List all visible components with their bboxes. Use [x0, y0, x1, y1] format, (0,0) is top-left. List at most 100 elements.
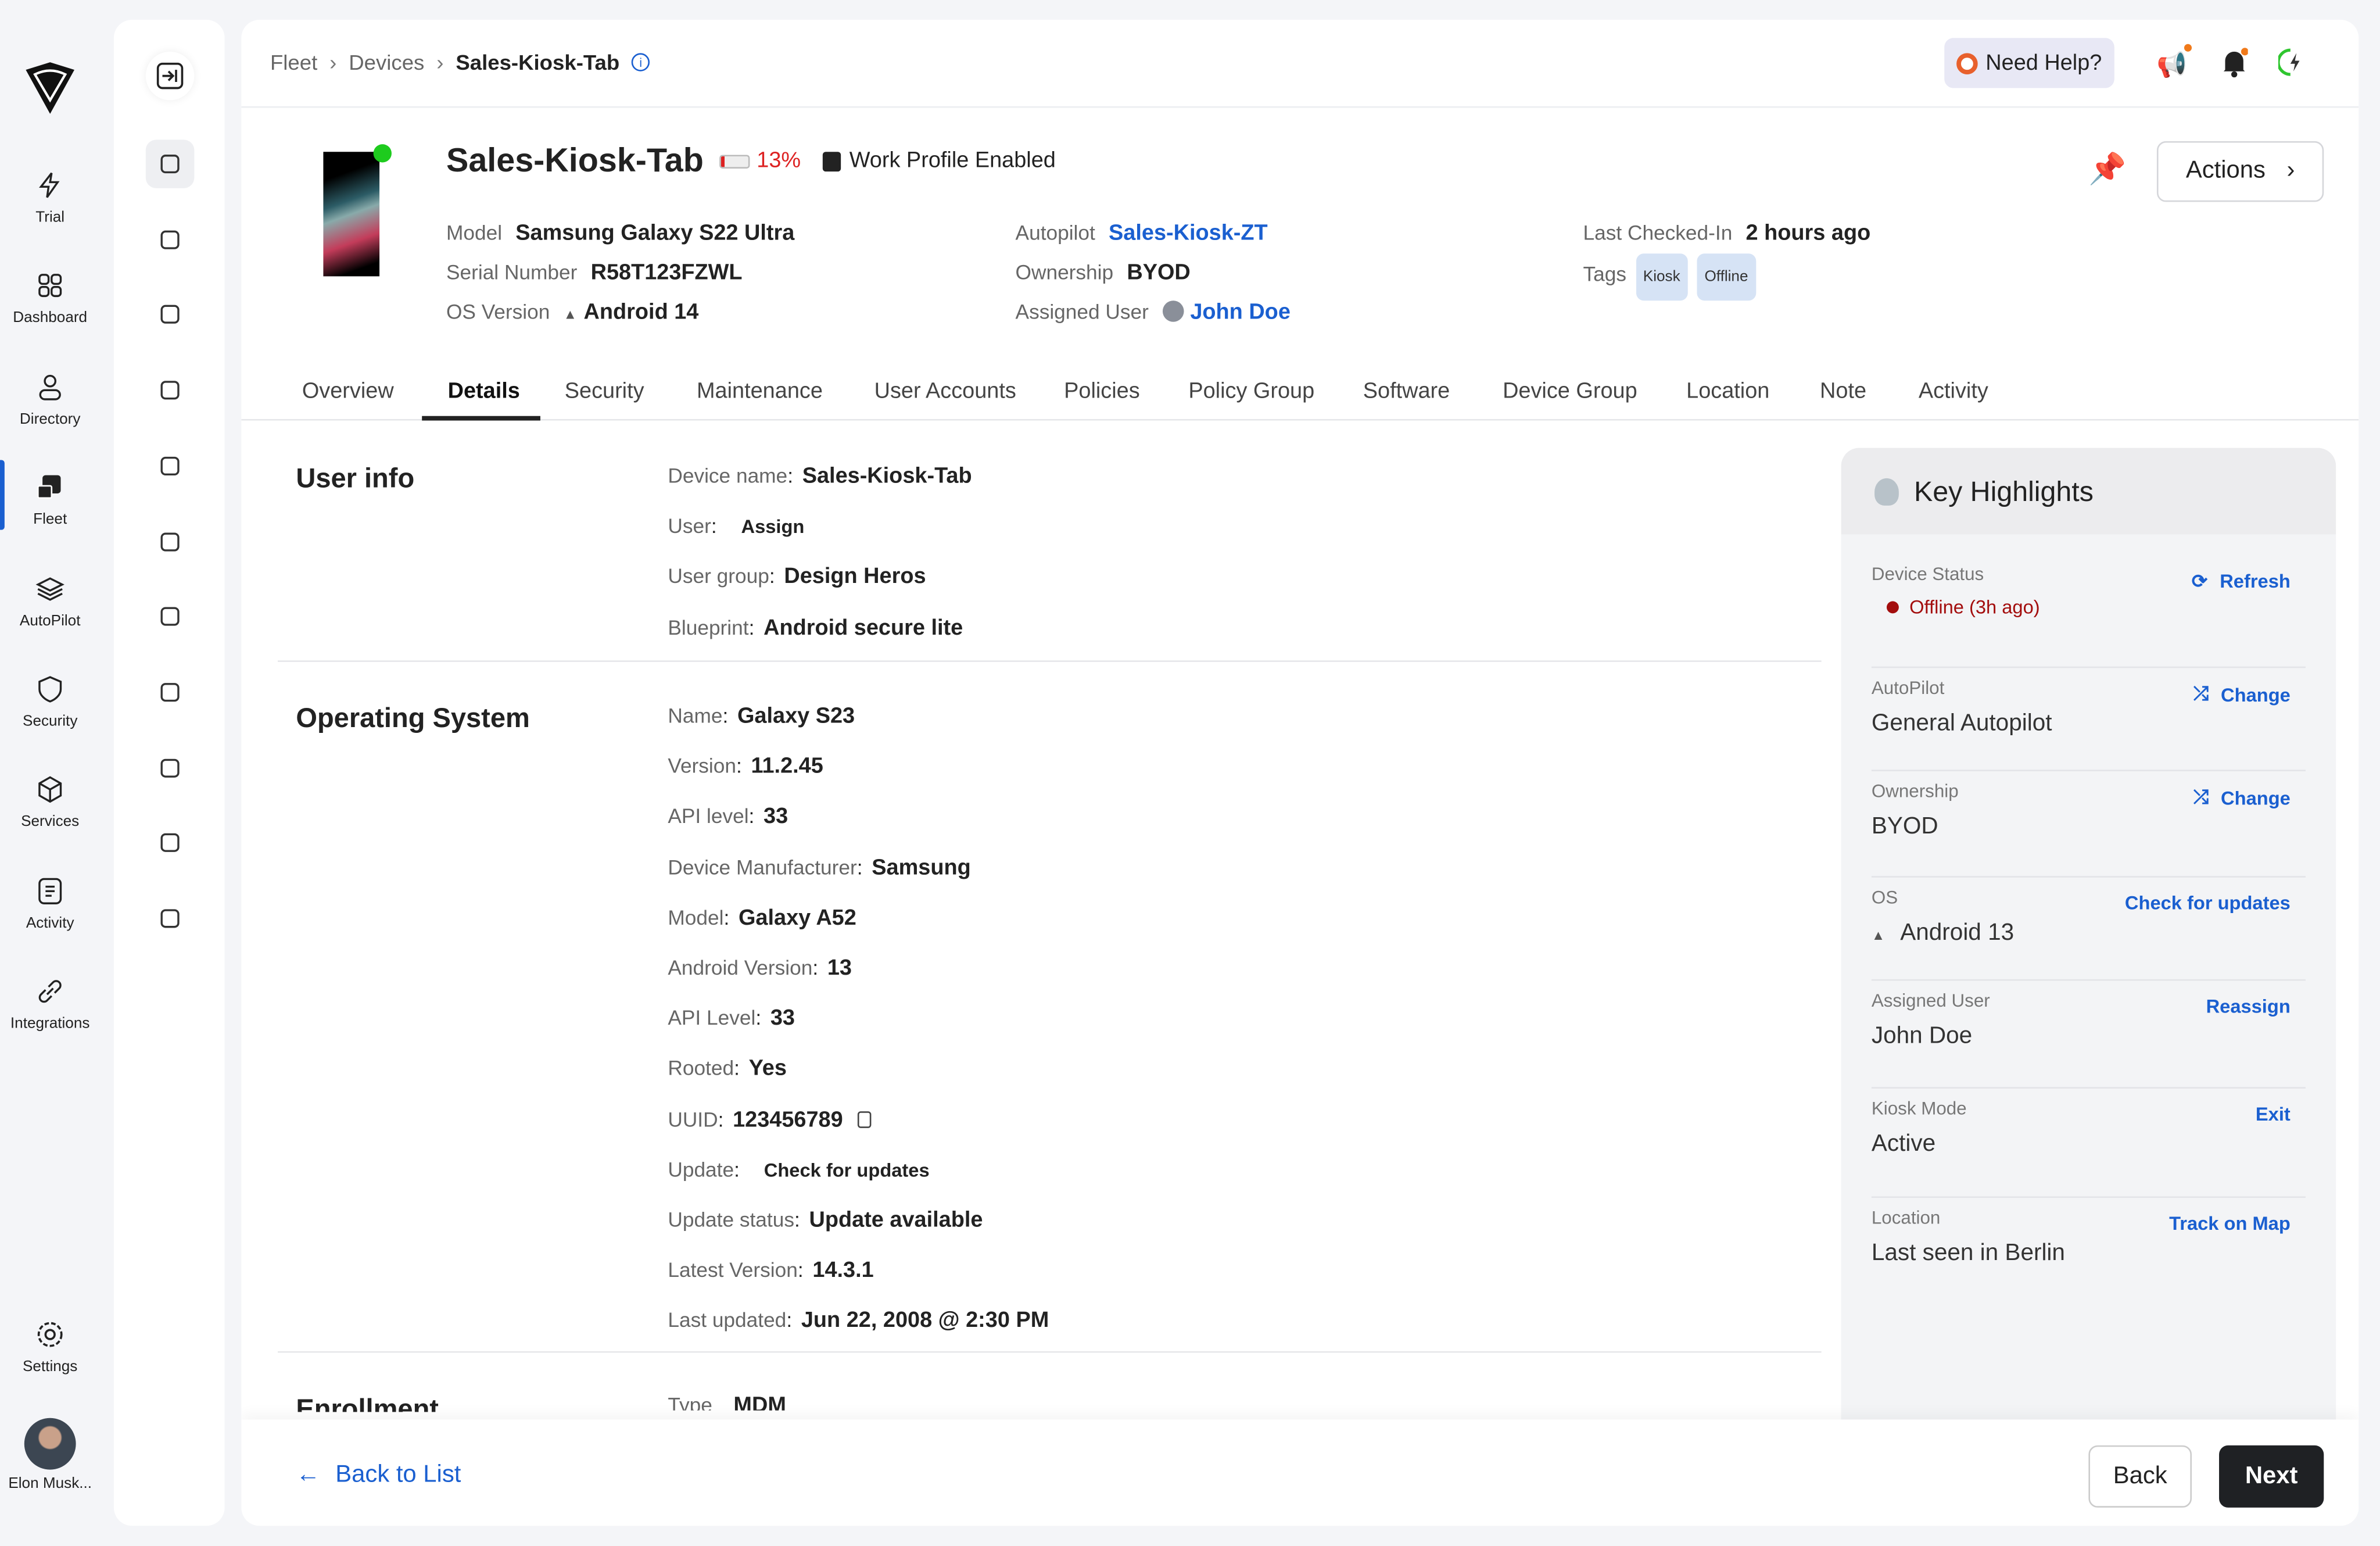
- field-device-name: Device name: Sales-Kiosk-Tab: [668, 464, 972, 489]
- secondary-nav-tablet[interactable]: [146, 592, 195, 641]
- field-label: User: [668, 515, 711, 538]
- field-value: Update available: [809, 1208, 983, 1233]
- sidebar-item-trial[interactable]: Trial: [0, 170, 100, 226]
- autopilot-label: Autopilot: [1015, 221, 1095, 245]
- bell-icon[interactable]: [2221, 47, 2249, 85]
- megaphone-icon[interactable]: 📢: [2157, 44, 2192, 80]
- breadcrumb-current: Sales-Kiosk-Tab: [456, 50, 620, 74]
- secondary-nav-database[interactable]: [146, 517, 195, 566]
- breadcrumb-devices[interactable]: Devices: [349, 50, 425, 74]
- back-to-list-link[interactable]: ← Back to List: [296, 1462, 461, 1490]
- info-icon[interactable]: i: [632, 53, 650, 71]
- field-label: Blueprint: [668, 615, 749, 639]
- tag-offline: Offline: [1697, 253, 1756, 301]
- next-button[interactable]: Next: [2219, 1445, 2324, 1508]
- tab-security[interactable]: Security: [564, 380, 644, 404]
- field-device-manufacturer: Device Manufacturer: Samsung: [668, 856, 971, 881]
- refresh-button[interactable]: ⟳ Refresh: [2191, 570, 2291, 592]
- secondary-nav-add-device[interactable]: [146, 291, 195, 339]
- field-label: Android Version: [668, 956, 813, 979]
- secondary-nav-code[interactable]: [146, 668, 195, 717]
- highlight-autopilot: AutoPilot General Autopilot ⤮ Change: [1871, 677, 2306, 771]
- power-status-icon[interactable]: [2277, 47, 2309, 85]
- cube-icon: [38, 776, 62, 804]
- tab-activity[interactable]: Activity: [1918, 380, 1988, 404]
- sidebar-item-fleet[interactable]: Fleet: [0, 460, 100, 531]
- tab-policy-group[interactable]: Policy Group: [1188, 380, 1315, 404]
- back-button[interactable]: Back: [2088, 1445, 2192, 1508]
- tab-user-accounts[interactable]: User Accounts: [874, 380, 1016, 404]
- highlight-label: Ownership: [1871, 780, 1959, 802]
- secondary-nav-basket[interactable]: [146, 819, 195, 868]
- autopilot-link[interactable]: Sales-Kiosk-ZT: [1109, 221, 1268, 246]
- need-help-button[interactable]: Need Help?: [1944, 38, 2114, 88]
- assigned-user-link[interactable]: John Doe: [1190, 300, 1291, 325]
- highlight-os: OS ▲ Android 13 Check for updates: [1871, 887, 2306, 981]
- track-on-map-button[interactable]: Track on Map: [2169, 1213, 2291, 1234]
- checkin-value: 2 hours ago: [1745, 221, 1871, 246]
- secondary-nav-laptop[interactable]: [145, 139, 195, 188]
- highlight-assigned-user: Assigned User John Doe Reassign: [1871, 990, 2306, 1089]
- field-value[interactable]: Assign: [741, 516, 805, 538]
- tab-overview[interactable]: Overview: [302, 380, 394, 404]
- sidebar-item-security[interactable]: Security: [0, 674, 100, 730]
- copy-icon[interactable]: [858, 1111, 872, 1128]
- gear-icon: [37, 1322, 63, 1347]
- expand-icon: [156, 62, 184, 90]
- sidebar-item-directory[interactable]: Directory: [0, 371, 100, 428]
- pin-icon[interactable]: 📌: [2088, 153, 2127, 187]
- sidebar-item-settings[interactable]: Settings: [0, 1319, 100, 1376]
- collapse-sidebar-button[interactable]: [145, 51, 195, 101]
- secondary-nav-location-pin[interactable]: [146, 743, 195, 792]
- field-user-group: User group: Design Heros: [668, 565, 926, 590]
- reassign-button[interactable]: Reassign: [2206, 996, 2291, 1018]
- sidebar-item-autopilot[interactable]: AutoPilot: [0, 573, 100, 629]
- serial-label: Serial Number: [446, 261, 578, 284]
- highlight-label: AutoPilot: [1871, 677, 1945, 699]
- tab-maintenance[interactable]: Maintenance: [696, 380, 823, 404]
- key-highlights-title: Key Highlights: [1913, 474, 2094, 507]
- secondary-nav-apps[interactable]: [146, 442, 195, 491]
- settings-label: Settings: [22, 1358, 78, 1376]
- tab-policies[interactable]: Policies: [1064, 380, 1140, 404]
- field-uuid: UUID: 123456789: [668, 1108, 872, 1132]
- online-indicator: [373, 144, 392, 163]
- tab-note[interactable]: Note: [1820, 380, 1867, 404]
- os-label: OS Version: [446, 300, 550, 324]
- secondary-nav-monitor-phone[interactable]: [146, 215, 195, 264]
- sidebar-item-activity[interactable]: Activity: [0, 876, 100, 932]
- tab-device-group[interactable]: Device Group: [1503, 380, 1637, 404]
- field-value[interactable]: Check for updates: [764, 1160, 930, 1181]
- actions-button[interactable]: Actions ›: [2156, 141, 2324, 202]
- sidebar-item-dashboard[interactable]: Dashboard: [0, 271, 100, 327]
- key-highlights-panel: Key Highlights Device Status Offline (3h …: [1841, 448, 2336, 1420]
- monitor-phone-icon: [160, 230, 180, 249]
- model-value: Samsung Galaxy S22 Ultra: [515, 221, 795, 246]
- sidebar-item-services[interactable]: Services: [0, 775, 100, 831]
- exit-button[interactable]: Exit: [2255, 1104, 2291, 1125]
- location-pin-icon: [160, 758, 180, 777]
- highlight-value: General Autopilot: [1871, 710, 2052, 736]
- code-icon: [160, 682, 180, 702]
- secondary-nav-copy-devices[interactable]: [146, 894, 195, 943]
- tab-details[interactable]: Details: [447, 380, 520, 404]
- section-enrollment: Enrollment: [296, 1393, 439, 1412]
- sidebar-item-integrations[interactable]: Integrations: [0, 976, 100, 1033]
- android-icon: ▲: [563, 306, 577, 322]
- sidebar-item-label: Activity: [26, 915, 74, 932]
- status-dot: [1886, 601, 1899, 614]
- field-label: API Level: [668, 1007, 756, 1030]
- breadcrumb-fleet[interactable]: Fleet: [270, 50, 318, 74]
- tab-software[interactable]: Software: [1363, 380, 1450, 404]
- user-profile[interactable]: Elon Musk...: [0, 1418, 100, 1493]
- change-button[interactable]: ⤮ Change: [2193, 683, 2291, 706]
- highlight-device-status: Device Status Offline (3h ago) ⟳ Refresh: [1871, 563, 2306, 668]
- field-value: Design Heros: [784, 565, 926, 590]
- field-api-level: API Level: 33: [668, 1007, 795, 1032]
- secondary-nav-sliders[interactable]: [146, 366, 195, 415]
- field-value: 14.3.1: [812, 1259, 874, 1283]
- check-for-updates-button[interactable]: Check for updates: [2124, 892, 2291, 914]
- change-button[interactable]: ⤮ Change: [2193, 786, 2291, 808]
- tab-location[interactable]: Location: [1686, 380, 1770, 404]
- highlight-label: Device Status: [1871, 563, 1984, 585]
